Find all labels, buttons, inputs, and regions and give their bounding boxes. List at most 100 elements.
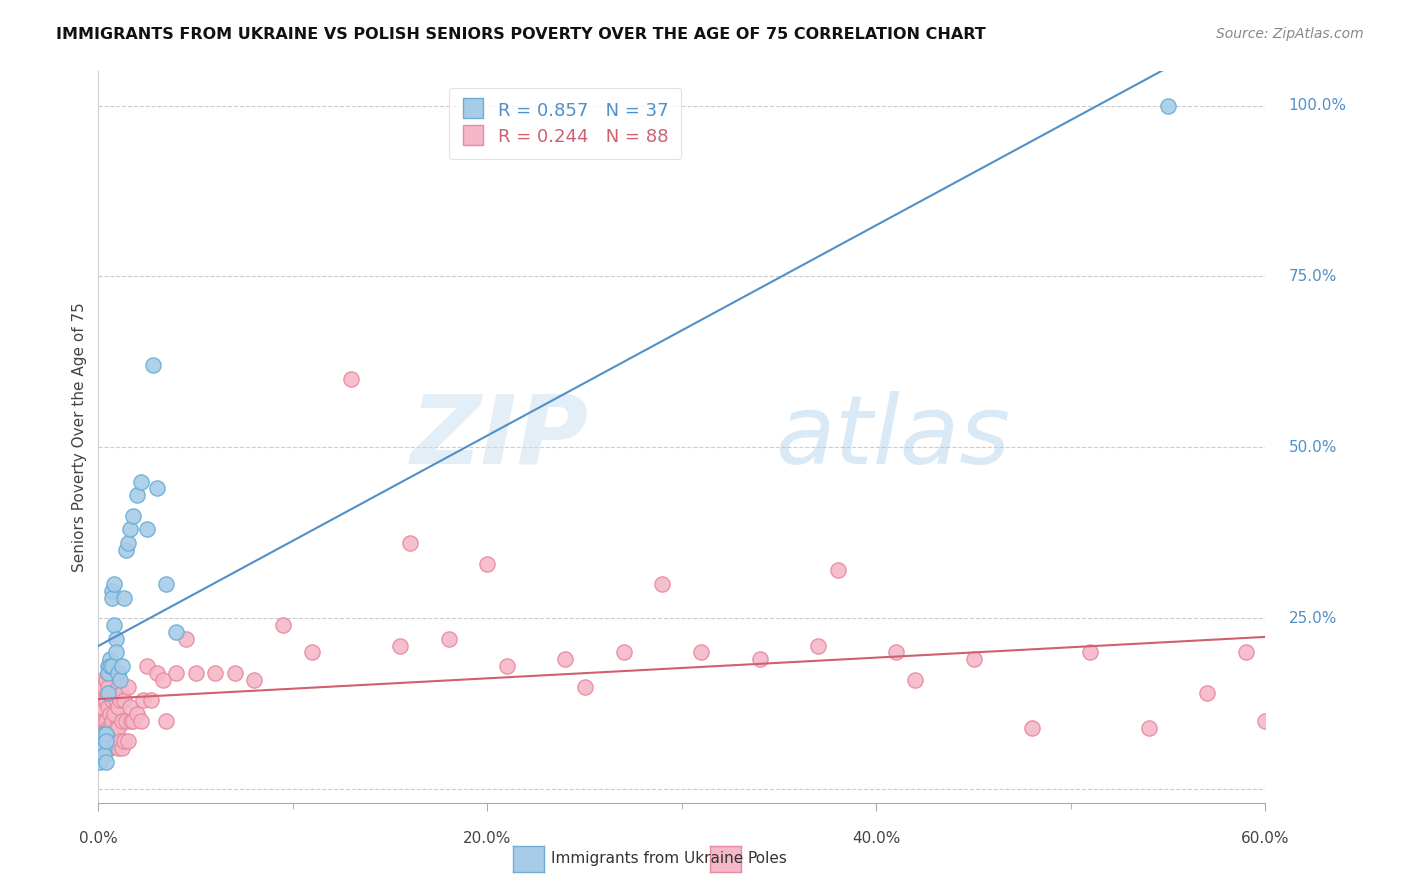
Point: [93, 734, 115, 748]
Text: 40.0%: 40.0%: [852, 831, 901, 846]
Point: [155, 714, 177, 728]
Point: [91, 673, 114, 687]
Point: [127, 706, 149, 721]
Point: [103, 706, 125, 721]
Point: [271, 618, 294, 632]
Point: [107, 700, 129, 714]
Point: [146, 481, 169, 495]
Point: [103, 618, 125, 632]
Point: [111, 686, 134, 700]
Point: [142, 359, 165, 373]
Point: [103, 734, 125, 748]
Point: [748, 652, 770, 666]
Point: [301, 645, 323, 659]
Point: [114, 714, 136, 728]
Point: [107, 665, 129, 680]
Point: [495, 659, 517, 673]
Point: [97, 741, 120, 756]
Point: [136, 659, 159, 673]
Point: [101, 693, 124, 707]
Text: 60.0%: 60.0%: [1241, 831, 1289, 846]
Point: [122, 508, 145, 523]
Point: [155, 577, 177, 591]
Point: [690, 645, 713, 659]
Point: [1080, 645, 1102, 659]
Point: [96, 673, 118, 687]
Point: [101, 591, 124, 605]
Point: [1254, 714, 1277, 728]
Point: [103, 577, 125, 591]
Point: [96, 714, 118, 728]
Point: [612, 645, 634, 659]
Point: [89, 714, 111, 728]
Point: [96, 734, 118, 748]
Point: [1137, 721, 1160, 735]
Point: [93, 693, 115, 707]
Point: [139, 693, 162, 707]
Point: [112, 591, 135, 605]
Point: [97, 659, 120, 673]
Point: [96, 755, 118, 769]
Point: [117, 734, 139, 748]
Point: [165, 624, 187, 639]
Point: [108, 734, 131, 748]
Point: [107, 721, 129, 735]
Point: [1195, 686, 1218, 700]
Point: [93, 747, 115, 762]
Point: [91, 747, 114, 762]
Point: [104, 632, 127, 646]
Point: [108, 693, 131, 707]
Point: [97, 680, 120, 694]
Text: 100.0%: 100.0%: [1289, 98, 1347, 113]
Point: [96, 727, 118, 741]
Point: [827, 563, 849, 577]
Point: [136, 522, 159, 536]
Point: [93, 680, 115, 694]
Point: [437, 632, 460, 646]
Point: [98, 721, 121, 735]
Point: [104, 645, 127, 659]
Text: ZIP: ZIP: [411, 391, 589, 483]
Point: [97, 665, 120, 680]
Point: [101, 583, 124, 598]
Point: [962, 652, 984, 666]
Point: [93, 741, 115, 756]
Point: [98, 706, 121, 721]
Text: atlas: atlas: [775, 391, 1011, 483]
Point: [101, 734, 124, 748]
Point: [107, 741, 129, 756]
Text: IMMIGRANTS FROM UKRAINE VS POLISH SENIORS POVERTY OVER THE AGE OF 75 CORRELATION: IMMIGRANTS FROM UKRAINE VS POLISH SENIOR…: [56, 27, 986, 42]
Point: [103, 686, 125, 700]
Point: [146, 665, 169, 680]
Point: [112, 734, 135, 748]
Point: [93, 727, 115, 741]
Point: [117, 536, 139, 550]
Point: [97, 686, 120, 700]
Y-axis label: Seniors Poverty Over the Age of 75: Seniors Poverty Over the Age of 75: [72, 302, 87, 572]
Point: [111, 714, 134, 728]
Text: 25.0%: 25.0%: [1289, 611, 1337, 625]
Point: [97, 665, 120, 680]
Point: [96, 693, 118, 707]
Point: [1021, 721, 1043, 735]
Point: [224, 665, 246, 680]
Point: [398, 536, 420, 550]
Point: [98, 686, 121, 700]
Point: [904, 673, 927, 687]
Point: [132, 693, 155, 707]
Point: [96, 734, 118, 748]
Point: [117, 680, 139, 694]
Point: [104, 693, 127, 707]
Point: [122, 714, 145, 728]
Point: [89, 693, 111, 707]
Point: [1234, 645, 1257, 659]
Point: [101, 714, 124, 728]
Point: [112, 693, 135, 707]
Point: [118, 522, 141, 536]
Point: [165, 665, 187, 680]
Point: [97, 721, 120, 735]
Point: [101, 659, 124, 673]
Point: [91, 734, 114, 748]
Point: [184, 665, 207, 680]
Point: [129, 475, 152, 489]
